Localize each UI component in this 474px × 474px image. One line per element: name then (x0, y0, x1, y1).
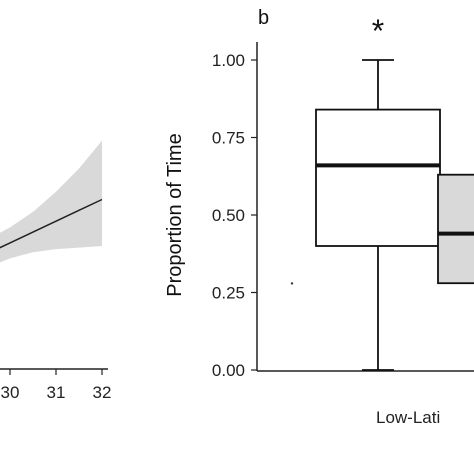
panel-label: b (258, 7, 269, 29)
x-tick-label: 31 (47, 383, 66, 402)
interquartile-box (315, 108, 441, 247)
outliers (290, 282, 294, 285)
x-axis-ticks: 30 31 32 (1, 369, 112, 402)
y-tick-label: 0.50 (212, 206, 245, 225)
x-tick-label: 30 (1, 383, 20, 402)
panel-a-line-chart: 30 31 32 (0, 140, 112, 402)
boxes: * (315, 13, 474, 371)
y-axis-title: Proportion of Time (164, 133, 186, 296)
outlier-point (290, 282, 294, 285)
x-category-label: Low-Lati (376, 408, 440, 427)
confidence-band-area (0, 140, 102, 263)
y-tick-label: 0.00 (212, 361, 245, 380)
y-tick-label: 0.75 (212, 129, 245, 148)
box-2 (437, 173, 474, 285)
confidence-band (0, 140, 102, 263)
significance-marker: * (372, 13, 384, 49)
interquartile-box (437, 173, 474, 285)
trend-line-path (0, 198, 103, 249)
box-1: * (315, 13, 441, 371)
x-axis-labels: Low-Lati (376, 408, 440, 427)
y-tick-label: 0.25 (212, 284, 245, 303)
panel-b-box-plot: b Proportion of Time 0.00 0.25 0.50 0.75 1.0… (164, 7, 474, 427)
x-tick-label: 32 (93, 383, 112, 402)
trend-line (0, 198, 103, 249)
y-axis-ticks: 0.00 0.25 0.50 0.75 1.00 (212, 51, 257, 380)
y-tick-label: 1.00 (212, 51, 245, 70)
